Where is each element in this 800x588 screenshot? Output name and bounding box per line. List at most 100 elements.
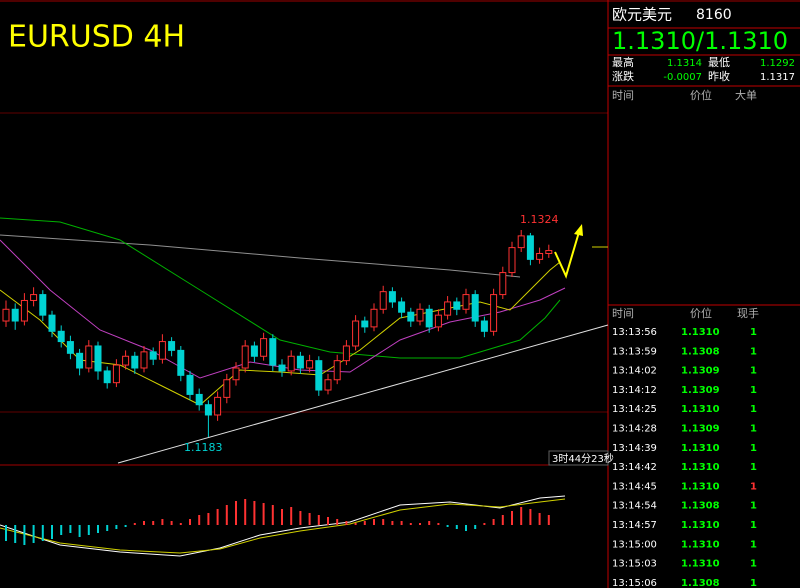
candle-body	[324, 379, 332, 391]
candle-body	[131, 355, 139, 369]
candle-body	[379, 291, 387, 310]
tick-volume: 1	[750, 539, 757, 550]
tick-time: 13:14:39	[612, 443, 657, 454]
candle-body	[232, 367, 240, 381]
candle-body	[260, 338, 268, 357]
tick-price: 1.1310	[681, 443, 720, 454]
tick-price: 1.1308	[681, 578, 720, 588]
candle-body	[278, 364, 286, 372]
candle-body	[480, 320, 488, 332]
column-header: 时间	[612, 307, 634, 320]
candle-body	[407, 311, 415, 322]
candle-body	[11, 308, 19, 322]
candle-body	[490, 294, 498, 332]
symbol-code: 8160	[696, 7, 732, 23]
tick-price: 1.1310	[681, 462, 720, 473]
candle-body	[296, 355, 304, 369]
tick-time: 13:13:59	[612, 346, 657, 357]
chart-title: EURUSD 4H	[8, 20, 185, 55]
candle-body	[536, 252, 544, 260]
candle-body	[48, 314, 56, 332]
column-header: 价位	[690, 306, 712, 320]
candle-body	[241, 345, 249, 369]
tick-time: 13:14:02	[612, 366, 657, 377]
tick-volume: 1	[750, 366, 757, 377]
stat-label: 最高	[612, 55, 634, 69]
tick-price: 1.1310	[681, 539, 720, 550]
tick-volume: 1	[750, 462, 757, 473]
candle-body	[269, 338, 277, 366]
candle-body	[388, 291, 396, 303]
tick-time: 13:15:00	[612, 539, 657, 550]
candle-body	[214, 396, 222, 416]
moving-average	[0, 261, 561, 406]
tick-time: 13:14:28	[612, 424, 657, 435]
candle-body	[66, 341, 74, 354]
tick-volume: 1	[750, 501, 757, 512]
tick-price: 1.1310	[681, 481, 720, 492]
candle-body	[57, 330, 65, 343]
tick-time: 13:15:06	[612, 578, 657, 588]
candle-body	[140, 351, 148, 369]
symbol-name: 欧元美元	[612, 6, 672, 24]
column-header: 现手	[737, 306, 759, 320]
high-label: 1.1324	[520, 213, 559, 226]
candle-body	[20, 299, 28, 322]
candle-body	[94, 345, 102, 372]
last-price: 1.1310/1.1310	[612, 27, 788, 55]
tick-time: 13:14:57	[612, 520, 657, 531]
countdown-box	[548, 450, 609, 466]
tick-volume: 1	[750, 481, 757, 492]
candle-body	[444, 301, 452, 316]
candle-body	[526, 235, 534, 260]
macd-line	[0, 498, 566, 554]
tick-time: 13:14:25	[612, 404, 657, 415]
candle-body	[287, 355, 295, 372]
candle-body	[39, 294, 47, 316]
tick-time: 13:14:12	[612, 385, 657, 396]
candle-body	[453, 301, 461, 310]
tick-time: 13:14:42	[612, 462, 657, 473]
tick-volume: 1	[750, 520, 757, 531]
candle-body	[186, 374, 194, 395]
tick-volume: 1	[750, 559, 757, 570]
moving-average	[0, 234, 521, 278]
tick-volume: 1	[750, 424, 757, 435]
candle-body	[342, 345, 350, 362]
candle-body	[508, 247, 516, 274]
tick-time: 13:15:03	[612, 559, 657, 570]
tick-price: 1.1310	[681, 559, 720, 570]
candle-body	[434, 314, 442, 328]
column-header: 时间	[612, 89, 634, 102]
tick-price: 1.1308	[681, 501, 720, 512]
candle-body	[195, 393, 203, 406]
candle-body	[315, 360, 323, 391]
tick-time: 13:14:54	[612, 501, 657, 512]
candle-body	[425, 308, 433, 328]
candle-body	[223, 379, 231, 398]
tick-price: 1.1309	[681, 424, 720, 435]
candle-body	[149, 351, 157, 360]
tick-price: 1.1310	[681, 327, 720, 338]
low-label: 1.1183	[184, 441, 223, 454]
candle-body	[2, 308, 10, 322]
indicator-lines	[0, 217, 609, 557]
candle-body	[370, 308, 378, 328]
stat-value: 1.1314	[667, 58, 702, 69]
tick-volume: 1	[750, 346, 757, 357]
tick-price: 1.1308	[681, 346, 720, 357]
stat-label: 昨收	[708, 69, 730, 83]
candle-body	[517, 235, 525, 249]
candle-body	[352, 320, 360, 347]
tick-volume: 1	[750, 443, 757, 454]
tick-price: 1.1310	[681, 404, 720, 415]
stat-label: 涨跌	[612, 69, 634, 83]
candle-body	[398, 301, 406, 313]
candle-body	[112, 364, 120, 384]
tick-price: 1.1309	[681, 366, 720, 377]
moving-average	[0, 217, 561, 359]
candle-body	[76, 352, 84, 369]
stat-value: -0.0007	[663, 72, 702, 83]
candle-body	[306, 360, 314, 369]
